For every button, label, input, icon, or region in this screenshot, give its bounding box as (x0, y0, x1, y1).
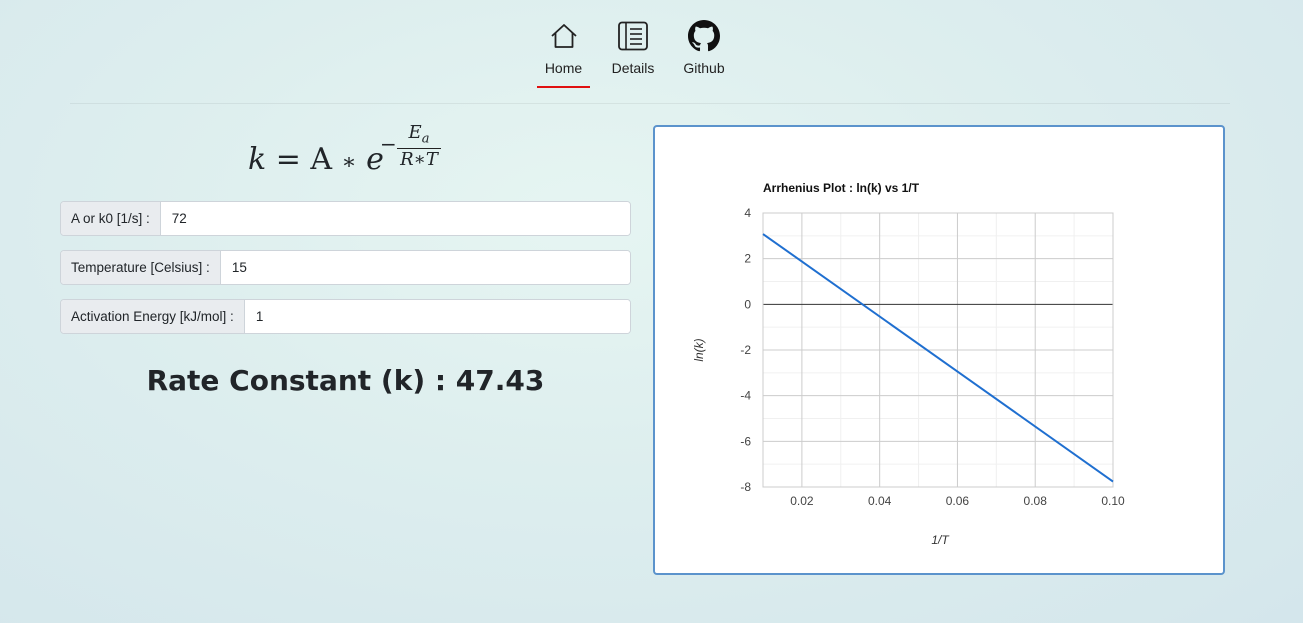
formula-denominator: R∗T (400, 148, 438, 170)
y-tick-label: 4 (744, 206, 751, 220)
a-label: A or k0 [1/s] : (61, 202, 161, 235)
formula-minus: − (380, 132, 397, 156)
activation-energy-label: Activation Energy [kJ/mol] : (61, 300, 245, 333)
formula-k: k (248, 142, 267, 177)
nav-item-details[interactable]: Details (607, 18, 659, 90)
formula-a: A (310, 142, 333, 177)
nav-item-github[interactable]: Github (679, 18, 729, 90)
arrhenius-chart: 0.02 0.04 0.06 0.08 0.10 4 2 0 -2 -4 -6 -8 Arrhenius… (692, 181, 1125, 547)
y-tick-label: -8 (740, 480, 751, 494)
x-axis-label: 1/T (931, 533, 950, 547)
arrhenius-formula: k = A ∗ e − Ea R∗T (248, 122, 448, 182)
y-tick-label: 2 (744, 252, 751, 266)
formula-exponent-fraction: Ea R∗T (397, 122, 441, 170)
nav-label-github: Github (683, 60, 725, 76)
y-tick-label: -4 (740, 389, 751, 403)
plot-area (762, 212, 1114, 488)
y-tick-label: -6 (740, 434, 751, 448)
a-input[interactable] (160, 202, 630, 235)
x-tick-label: 0.08 (1024, 494, 1048, 508)
nav-label-details: Details (611, 60, 655, 76)
activation-energy-input-group: Activation Energy [kJ/mol] : (60, 299, 631, 334)
x-tick-label: 0.02 (790, 494, 814, 508)
series-line (762, 233, 1114, 483)
y-tick-label: 0 (744, 297, 751, 311)
x-tick-label: 0.04 (868, 494, 892, 508)
home-icon (549, 18, 579, 54)
a-input-group: A or k0 [1/s] : (60, 201, 631, 236)
y-tick-label: -2 (740, 343, 751, 357)
formula-numerator-e: E (408, 122, 422, 143)
temperature-input-group: Temperature [Celsius] : (60, 250, 631, 285)
details-icon (617, 18, 649, 54)
github-icon (688, 18, 720, 54)
chart-title: Arrhenius Plot : ln(k) vs 1/T (763, 181, 920, 195)
x-tick-label: 0.10 (1101, 494, 1125, 508)
temperature-label: Temperature [Celsius] : (61, 251, 221, 284)
nav-label-home: Home (544, 60, 583, 76)
formula-main: k = A ∗ e (248, 142, 384, 177)
top-nav: Home Details Github (0, 0, 1303, 104)
formula-e: e (366, 142, 384, 177)
x-tick-label: 0.06 (946, 494, 970, 508)
y-axis-label: ln(k) (692, 338, 706, 361)
formula-times: ∗ (341, 150, 357, 175)
formula-numerator: Ea (397, 122, 441, 149)
formula-numerator-sub: a (421, 131, 430, 147)
formula-equals: = (275, 142, 301, 177)
nav-divider (70, 103, 1230, 104)
active-indicator (537, 86, 590, 88)
activation-energy-input[interactable] (244, 300, 630, 333)
chart-card: 0.02 0.04 0.06 0.08 0.10 4 2 0 -2 -4 -6 -8 Arrhenius… (653, 125, 1225, 575)
nav-item-home[interactable]: Home (537, 18, 590, 90)
rate-constant-result: Rate Constant (k) : 47.43 (146, 364, 545, 397)
temperature-input[interactable] (220, 251, 630, 284)
